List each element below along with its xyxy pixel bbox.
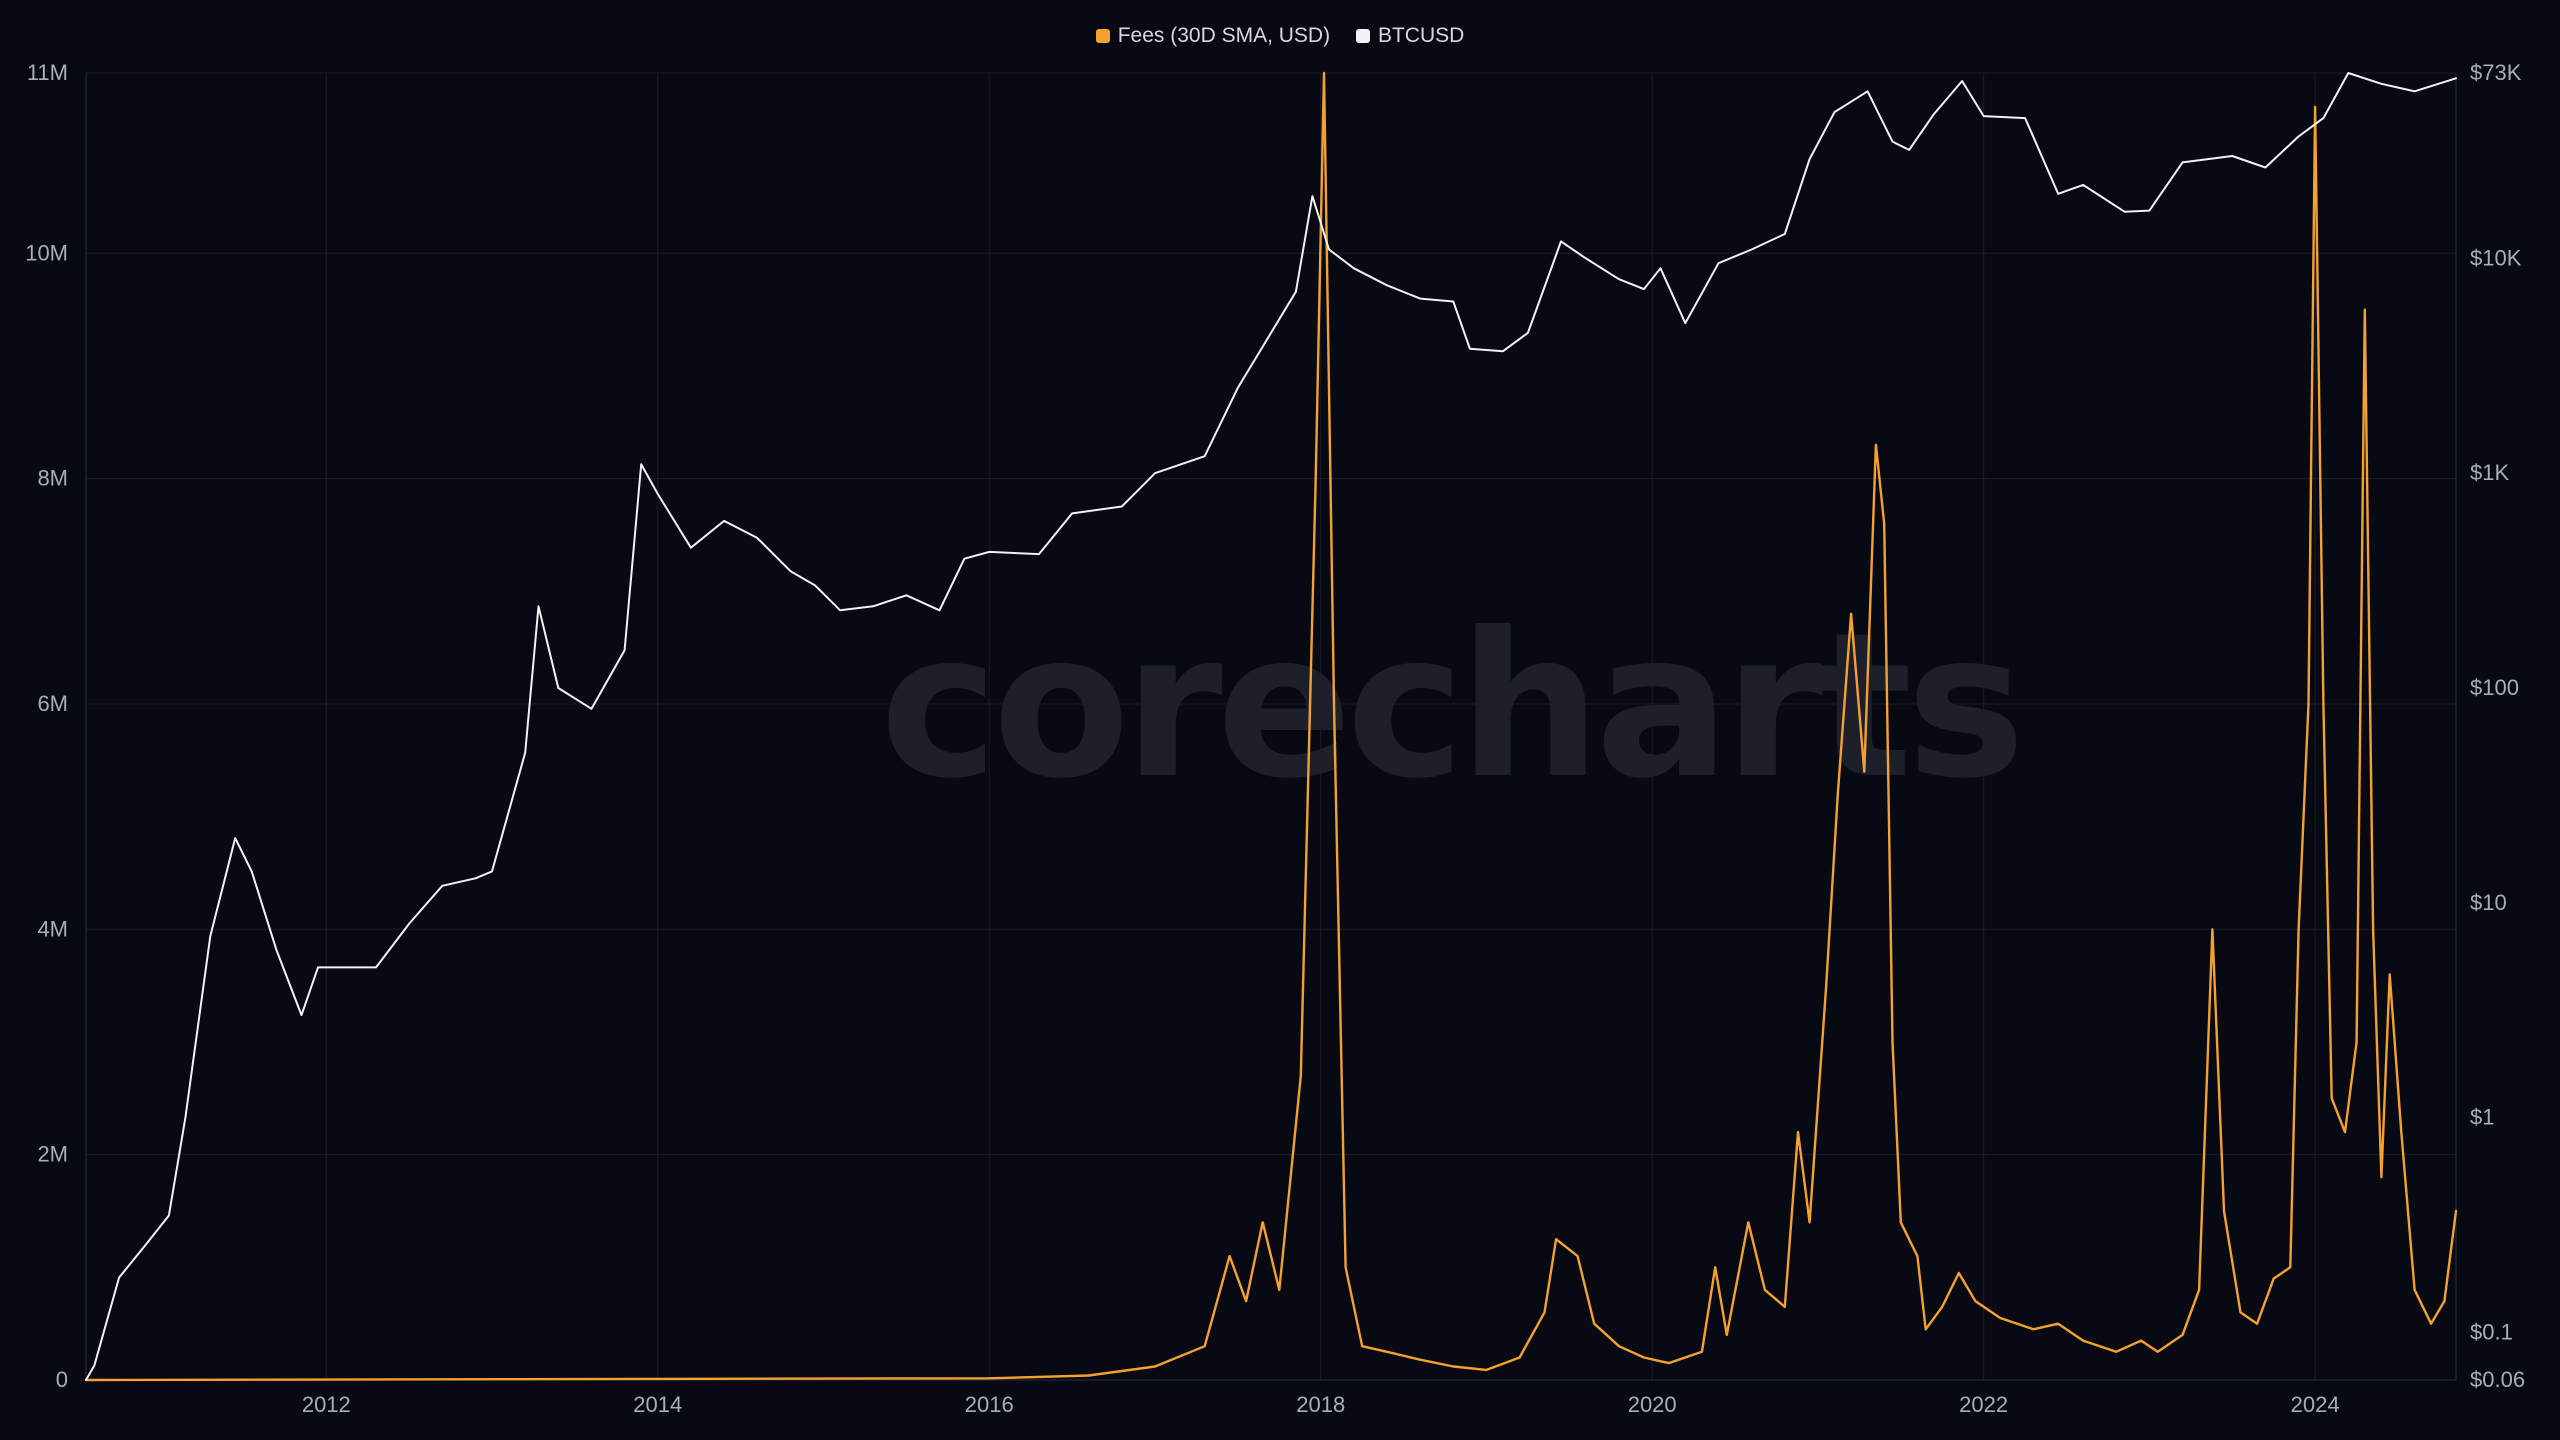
y-left-tick-label: 8M <box>37 466 68 491</box>
legend-swatch-btcusd <box>1355 29 1370 43</box>
grid-lines <box>86 72 2456 1381</box>
x-tick-label: 2024 <box>2291 1392 2340 1417</box>
y-left-tick-label: 4M <box>37 916 68 941</box>
y-right-tick-label: $1K <box>2470 460 2509 485</box>
legend-item-btcusd[interactable]: BTCUSD <box>1355 24 1465 48</box>
legend-label-fees: Fees (30D SMA, USD) <box>1117 24 1331 47</box>
y-right-tick-label: $0.1 <box>2470 1319 2513 1344</box>
x-tick-label: 2014 <box>633 1392 682 1417</box>
y-right-tick-label: $10K <box>2470 245 2522 270</box>
y-right-tick-label: $1 <box>2470 1105 2494 1130</box>
legend-swatch-fees <box>1095 29 1110 43</box>
x-tick-label: 2020 <box>1628 1392 1677 1417</box>
series-layer <box>84 71 2458 1382</box>
legend-item-fees[interactable]: Fees (30D SMA, USD) <box>1095 24 1331 48</box>
series-line-btcusd[interactable] <box>85 72 2457 1381</box>
x-tick-label: 2012 <box>302 1392 351 1417</box>
x-tick-label: 2022 <box>1959 1392 2008 1417</box>
y-right-tick-label: $100 <box>2470 675 2519 700</box>
legend-label-btcusd: BTCUSD <box>1377 24 1465 47</box>
watermark: corecharts <box>880 590 2019 823</box>
y-left-tick-label: 0 <box>56 1367 68 1392</box>
y-right-tick-label: $0.06 <box>2470 1367 2525 1392</box>
series-line-fees[interactable] <box>84 71 2458 1382</box>
y-left-tick-label: 6M <box>37 691 68 716</box>
x-tick-label: 2018 <box>1296 1392 1345 1417</box>
y-left-tick-label: 10M <box>25 240 68 265</box>
y-left-tick-label: 2M <box>37 1142 68 1167</box>
x-tick-label: 2016 <box>965 1392 1014 1417</box>
y-left-tick-label: 11M <box>27 60 68 85</box>
y-right-tick-label: $10 <box>2470 890 2507 915</box>
y-right-tick-label: $73K <box>2470 60 2522 85</box>
chart-legend: Fees (30D SMA, USD) BTCUSD <box>0 24 2560 48</box>
